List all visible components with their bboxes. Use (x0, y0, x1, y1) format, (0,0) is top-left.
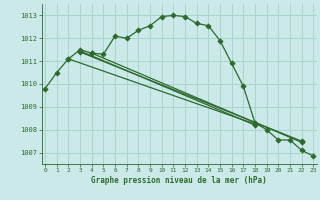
X-axis label: Graphe pression niveau de la mer (hPa): Graphe pression niveau de la mer (hPa) (91, 176, 267, 185)
